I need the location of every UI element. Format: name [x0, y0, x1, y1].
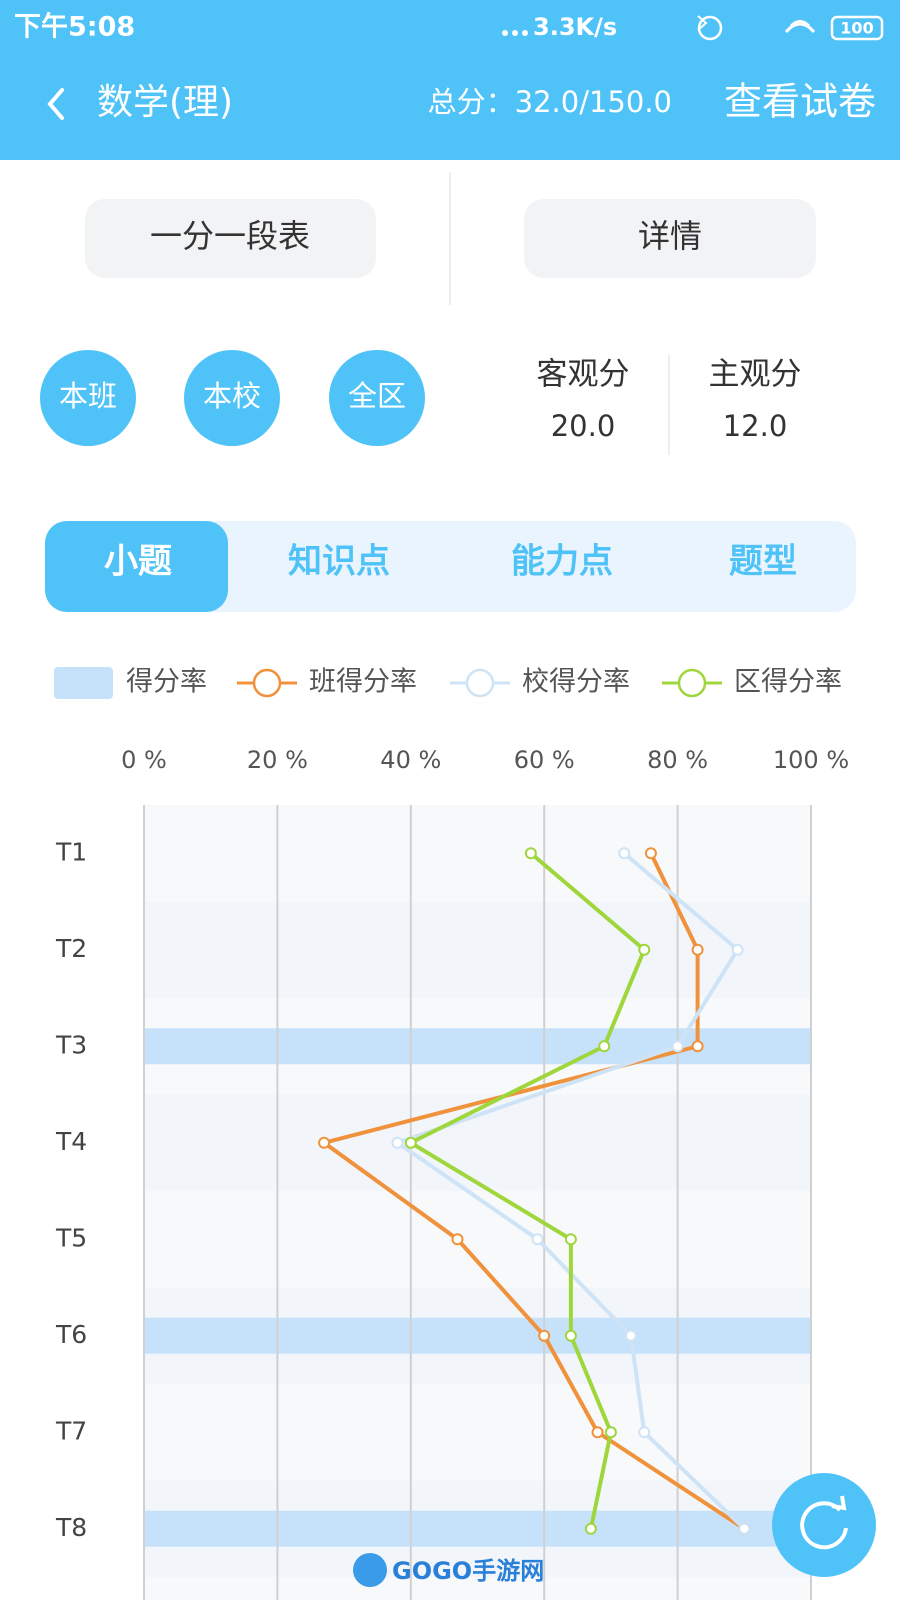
scope-label[interactable]: 本班 — [59, 379, 117, 413]
bar — [144, 1317, 811, 1354]
refresh-icon — [831, 1495, 847, 1511]
legend-swatch — [465, 668, 495, 698]
row-stripe — [144, 805, 811, 902]
x-tick-label: 80 % — [647, 746, 708, 774]
legend-label: 区得分率 — [734, 667, 842, 698]
y-tick-label: T4 — [55, 1127, 87, 1156]
line-point — [691, 943, 704, 956]
y-tick-label: T6 — [55, 1320, 87, 1349]
score-segment-button[interactable]: 一分一段表 — [150, 217, 310, 255]
status-dot — [522, 30, 528, 36]
line-point — [531, 1233, 544, 1246]
scope-label[interactable]: 本校 — [203, 379, 261, 413]
tab-active-bg — [45, 521, 228, 612]
line-point — [524, 847, 537, 860]
line-point — [691, 1040, 704, 1053]
y-tick-label: T5 — [55, 1223, 87, 1252]
header-title: 数学(理) — [97, 82, 233, 123]
score-label: 客观分 — [537, 357, 630, 393]
line-series — [322, 852, 746, 1531]
row-stripe — [144, 1384, 811, 1481]
scope-label[interactable]: 全区 — [348, 379, 406, 413]
x-tick-label: 60 % — [514, 746, 575, 774]
tab-bar — [45, 521, 856, 612]
status-dot — [502, 30, 508, 36]
legend-label: 班得分率 — [309, 667, 417, 698]
tab[interactable]: 小题 — [104, 542, 172, 582]
legend-swatch — [54, 667, 113, 699]
details-button[interactable]: 详情 — [638, 217, 702, 255]
line-point — [391, 1136, 404, 1149]
line-series — [395, 851, 746, 1531]
bar — [144, 1028, 811, 1065]
line-point — [638, 943, 651, 956]
legend-swatch — [677, 668, 707, 698]
tab[interactable]: 题型 — [729, 542, 797, 582]
line-point — [564, 1233, 577, 1246]
y-tick-label: T2 — [55, 934, 87, 963]
y-tick-label: T1 — [55, 837, 87, 866]
line-point — [318, 1136, 331, 1149]
line-point — [738, 1522, 751, 1535]
legend-label: 校得分率 — [522, 667, 630, 698]
row-stripe — [144, 1577, 811, 1600]
line-point — [564, 1329, 577, 1342]
row-stripe — [144, 901, 811, 998]
battery-level: 100 — [840, 19, 873, 38]
scope-circle[interactable] — [329, 350, 425, 446]
y-tick-label: T3 — [55, 1030, 87, 1059]
legend-label: 得分率 — [126, 667, 207, 698]
line-point — [538, 1329, 551, 1342]
y-tick-label: T8 — [55, 1513, 87, 1542]
line-point — [584, 1522, 597, 1535]
button-bg[interactable] — [524, 199, 816, 278]
x-tick-label: 20 % — [247, 746, 308, 774]
line-series — [408, 851, 647, 1530]
button-bg[interactable] — [85, 199, 376, 278]
watermark-logo — [353, 1553, 387, 1587]
status-dot — [512, 30, 518, 36]
tab[interactable]: 知识点 — [288, 542, 390, 582]
line-point — [404, 1136, 417, 1149]
status-network-speed: 3.3K/s — [533, 13, 617, 41]
x-tick-label: 0 % — [121, 746, 167, 774]
line-point — [624, 1329, 637, 1342]
legend-swatch — [252, 668, 282, 698]
refresh-icon — [800, 1501, 848, 1550]
total-score: 总分：32.0/150.0 — [428, 85, 672, 119]
score-label: 主观分 — [709, 357, 802, 393]
line-point — [671, 1040, 684, 1053]
status-time: 下午5:08 — [14, 11, 135, 43]
legend: 得分率 班得分率 校得分率 区得分率 — [54, 667, 842, 699]
header-background — [0, 0, 900, 160]
line-point — [451, 1233, 464, 1246]
battery-icon — [830, 15, 884, 41]
line-point — [644, 847, 657, 860]
score-value: 20.0 — [551, 409, 616, 443]
line-point — [604, 1426, 617, 1439]
view-paper-button[interactable]: 查看试卷 — [724, 80, 876, 124]
back-button[interactable] — [47, 88, 64, 120]
line-point — [591, 1426, 604, 1439]
y-tick-label: T7 — [55, 1416, 87, 1445]
x-tick-label: 40 % — [380, 746, 441, 774]
plot-area — [144, 805, 811, 1600]
scope-circle[interactable] — [184, 350, 280, 446]
bar — [144, 1510, 811, 1547]
line-point — [618, 847, 631, 860]
row-stripe — [144, 1191, 811, 1288]
status-icon — [697, 15, 723, 41]
status-icon — [784, 20, 816, 34]
line-point — [731, 943, 744, 956]
scope-circle[interactable] — [40, 350, 136, 446]
line-point — [638, 1426, 651, 1439]
x-tick-label: 100 % — [773, 746, 849, 774]
tab[interactable]: 能力点 — [511, 542, 613, 582]
line-point — [598, 1040, 611, 1053]
refresh-button[interactable] — [772, 1473, 876, 1577]
watermark: GOGO手游网 — [392, 1557, 544, 1585]
score-value: 12.0 — [723, 409, 788, 443]
